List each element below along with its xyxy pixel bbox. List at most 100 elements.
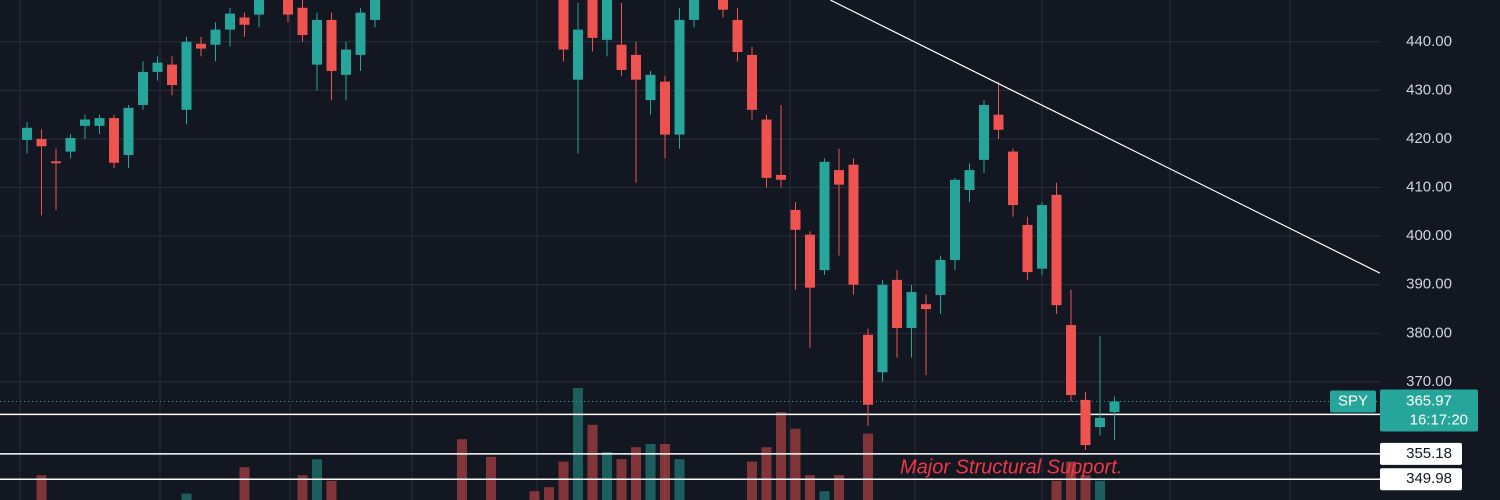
price-axis: 370.00 380.00 390.00 400.00 410.00 420.00 430.… [1330, 33, 1478, 491]
candle-body [22, 127, 32, 140]
candle-body [94, 118, 105, 126]
candle-body [1109, 401, 1120, 413]
candle-body [152, 62, 163, 72]
candle-body [805, 234, 815, 288]
candle-body [906, 292, 917, 328]
candle-body [935, 259, 946, 295]
volume-bar [239, 467, 250, 500]
volume-bar [558, 461, 569, 500]
candle-body [341, 49, 351, 75]
volume-bar [834, 475, 844, 500]
candle-body [138, 71, 148, 105]
y-tick-label: 420.00 [1406, 130, 1452, 147]
candle-body [239, 17, 250, 25]
volume-bar [761, 447, 772, 500]
volume-bar [36, 475, 47, 500]
level-label: 349.98 [1406, 470, 1452, 487]
candle-body [573, 29, 583, 80]
candle-body [979, 104, 989, 160]
candle-body [718, 0, 728, 10]
candle-body [167, 64, 177, 86]
candle-body [1051, 194, 1062, 306]
volume-bar [660, 444, 670, 500]
candle-body [616, 44, 627, 70]
y-tick-label: 390.00 [1406, 276, 1452, 293]
candle-body [558, 0, 569, 50]
volume-bar [573, 388, 583, 500]
y-tick-label: 400.00 [1406, 227, 1452, 244]
candle-body [123, 107, 134, 156]
candle-body [732, 19, 743, 52]
candle-body [689, 0, 699, 20]
volume-bar [805, 475, 815, 500]
candle-body [355, 12, 366, 55]
symbol-box [1330, 390, 1376, 413]
volume-bar [587, 424, 598, 500]
volume-bar [544, 487, 554, 500]
volume-bar [1095, 480, 1105, 500]
candle-body [660, 81, 670, 135]
y-tick-label: 380.00 [1406, 324, 1452, 341]
candle-body [80, 119, 90, 126]
volume-bar [486, 456, 496, 500]
y-tick-label: 440.00 [1406, 33, 1452, 50]
candle-body [631, 54, 641, 80]
candle-body [36, 138, 47, 147]
candle-body [312, 19, 322, 65]
candle-body [210, 29, 221, 45]
level-label: 355.18 [1406, 445, 1452, 462]
plot-area: Major Structural Support. [0, 0, 1380, 500]
y-tick-label: 370.00 [1406, 373, 1452, 390]
candle-body [1022, 224, 1033, 273]
countdown-label: 16:17:20 [1410, 411, 1468, 428]
volume-bar [326, 480, 337, 500]
candle-body [254, 0, 264, 15]
candle-body [790, 209, 801, 230]
volume-bar [645, 444, 656, 500]
candle-body [225, 13, 235, 30]
candle-body [964, 170, 975, 190]
candle-body [863, 334, 873, 405]
annotation: Major Structural Support. [900, 456, 1122, 478]
symbol-label: SPY [1338, 392, 1368, 409]
candle-body [761, 119, 772, 178]
candle-body [645, 74, 656, 101]
candle-body [1066, 325, 1076, 396]
candle-body [370, 0, 380, 20]
volume-bar [631, 447, 641, 500]
grid [0, 0, 1380, 500]
candle-body [747, 54, 757, 110]
candle-body [819, 161, 830, 271]
volume-bar [529, 491, 540, 500]
candle-body [834, 170, 844, 185]
candle-body [1008, 151, 1018, 206]
candle-body [776, 174, 786, 180]
trendline [830, 0, 1380, 274]
y-tick-label: 430.00 [1406, 81, 1452, 98]
last-price-label: 365.97 [1406, 392, 1452, 409]
volume-bar [181, 493, 192, 500]
price-box [1380, 389, 1478, 432]
candle-body [1080, 399, 1091, 446]
candle-body [921, 304, 931, 310]
level-label-box [1380, 468, 1462, 491]
candle-body [51, 161, 61, 164]
candle-body [283, 0, 293, 15]
candle-body [326, 19, 337, 71]
volume-bar [1080, 475, 1091, 500]
candle-body [602, 0, 612, 40]
candle-body [950, 179, 960, 260]
volume-bar [297, 475, 308, 500]
candle-body [109, 118, 119, 163]
candle-body [1095, 417, 1105, 428]
volume-bar [457, 439, 467, 500]
volume-bar [1051, 480, 1062, 500]
level-label-box [1380, 442, 1462, 465]
candle-body [877, 284, 888, 373]
y-tick-label: 410.00 [1406, 179, 1452, 196]
volume-bar [1066, 461, 1076, 500]
candle-body [196, 43, 206, 49]
volume-bar [776, 412, 786, 500]
volume-bar [747, 461, 757, 500]
